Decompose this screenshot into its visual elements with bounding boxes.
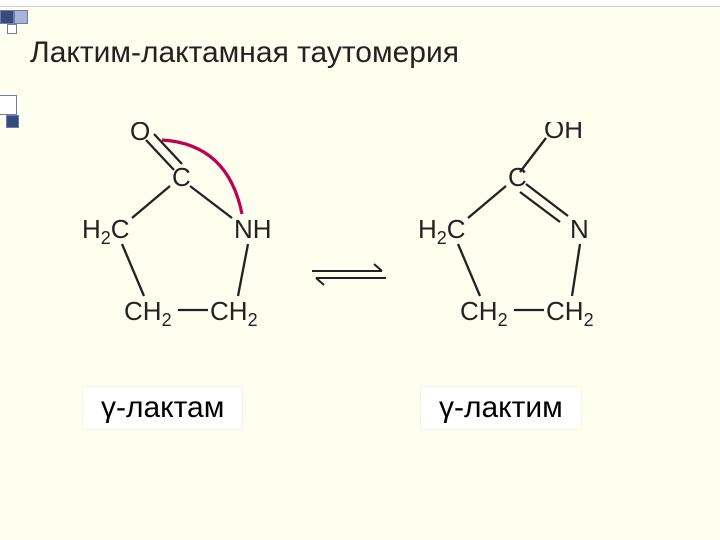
svg-text:O: O xyxy=(130,122,150,146)
svg-text:C: C xyxy=(172,162,191,192)
svg-text:NH: NH xyxy=(234,214,272,244)
deco-square xyxy=(6,115,19,128)
equilibrium-arrow xyxy=(308,260,390,290)
svg-text:C: C xyxy=(508,162,527,192)
deco-square xyxy=(7,24,17,34)
deco-square xyxy=(14,10,28,24)
svg-text:OH: OH xyxy=(544,122,583,144)
top-border xyxy=(0,0,720,7)
svg-text:H2C: H2C xyxy=(82,214,130,248)
lactam-label: γ-лактам xyxy=(82,386,243,430)
svg-text:CH2: CH2 xyxy=(546,296,594,330)
svg-text:CH2: CH2 xyxy=(210,296,258,330)
deco-square xyxy=(0,95,17,115)
deco-square xyxy=(0,10,14,24)
svg-text:CH2: CH2 xyxy=(460,296,508,330)
lactam-structure: O C NH H2C CH2 CH2 xyxy=(62,122,312,372)
svg-text:CH2: CH2 xyxy=(124,296,172,330)
svg-text:N: N xyxy=(570,214,589,244)
page-title: Лактим-лактамная таутомерия xyxy=(30,36,459,70)
lactim-structure: OH C N H2C CH2 CH2 xyxy=(398,122,648,372)
svg-text:H2C: H2C xyxy=(418,214,466,248)
lactim-label: γ-лактим xyxy=(420,386,582,430)
